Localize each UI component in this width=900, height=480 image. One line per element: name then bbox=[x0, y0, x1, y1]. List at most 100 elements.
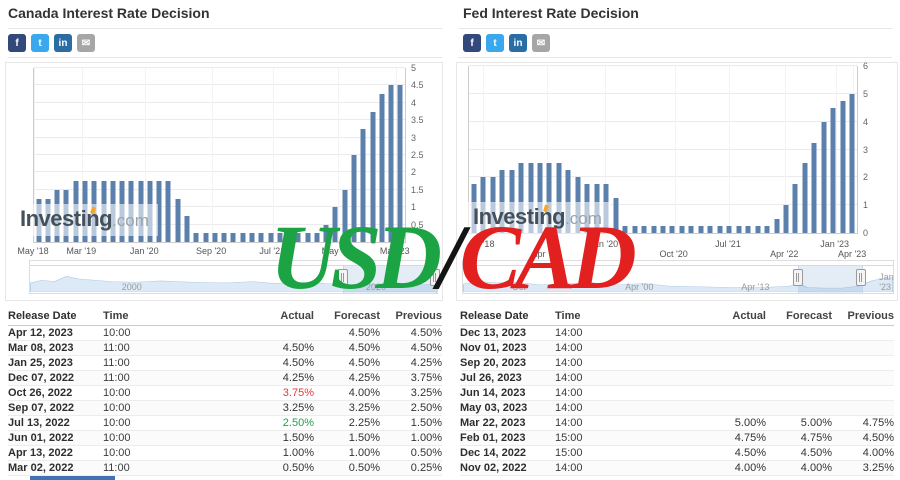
chart-navigator[interactable]: Oct Apr '00 Apr '13 Jan '23 bbox=[462, 260, 894, 294]
bar bbox=[230, 233, 236, 242]
table-cell: 4.50% bbox=[348, 357, 380, 369]
table-cell: 1.00% bbox=[282, 447, 314, 459]
gridline-h bbox=[34, 67, 405, 68]
navigator-area-chart bbox=[463, 277, 893, 292]
email-share-icon[interactable]: ✉ bbox=[532, 34, 550, 52]
table-cell: 4.50% bbox=[410, 342, 442, 354]
table-row: Dec 13, 2023 14:00 bbox=[460, 326, 894, 341]
y-axis-label: 5 bbox=[863, 88, 869, 99]
social-share-bar: f t in ✉ bbox=[8, 34, 95, 52]
table-cell: 3.25% bbox=[410, 387, 442, 399]
bar bbox=[660, 226, 666, 233]
x-axis-label: Mar '19 bbox=[66, 246, 97, 256]
gridline-v bbox=[273, 68, 275, 242]
bar bbox=[332, 207, 338, 242]
table-cell: 0.25% bbox=[410, 462, 442, 474]
usdcad-quote-currency: CAD bbox=[459, 206, 637, 308]
gridline-v bbox=[145, 68, 147, 242]
table-cell: 3.25% bbox=[348, 402, 380, 414]
table-cell: 10:00 bbox=[103, 327, 131, 339]
divider bbox=[8, 28, 442, 29]
bar bbox=[258, 233, 264, 242]
column-header: Time bbox=[103, 310, 129, 322]
twitter-share-icon[interactable]: t bbox=[31, 34, 49, 52]
table-cell: Jun 14, 2023 bbox=[460, 387, 526, 399]
linkedin-share-icon[interactable]: in bbox=[509, 34, 527, 52]
table-cell: 10:00 bbox=[103, 432, 131, 444]
bar bbox=[305, 233, 311, 242]
y-axis: 0 1 2 3 4 5 6 bbox=[860, 61, 894, 238]
gridline-h bbox=[469, 92, 857, 94]
email-share-icon[interactable]: ✉ bbox=[77, 34, 95, 52]
bar bbox=[379, 94, 385, 242]
facebook-share-icon[interactable]: f bbox=[463, 34, 481, 52]
table-cell: 15:00 bbox=[555, 447, 583, 459]
column-header: Release Date bbox=[8, 310, 77, 322]
bar bbox=[641, 226, 647, 233]
table-cell: Dec 07, 2022 bbox=[8, 372, 75, 384]
investing-logo-suffix: .com bbox=[565, 209, 602, 228]
navigator-handle[interactable] bbox=[429, 269, 440, 286]
table-cell: 10:00 bbox=[103, 387, 131, 399]
usdcad-base-currency: USD bbox=[270, 206, 442, 308]
x-axis-label: Apr '23 bbox=[837, 249, 867, 259]
chart-navigator[interactable]: 2000 2020 bbox=[29, 260, 440, 294]
table-cell: 1.50% bbox=[348, 432, 380, 444]
gridline-h bbox=[34, 119, 405, 121]
navigator-selected-range bbox=[798, 266, 863, 293]
gridline-v bbox=[728, 66, 730, 233]
table-cell: 14:00 bbox=[555, 357, 583, 369]
table-cell: 11:00 bbox=[103, 342, 130, 354]
divider bbox=[8, 57, 442, 58]
table-cell: 14:00 bbox=[555, 417, 583, 429]
table-cell: 4.75% bbox=[800, 432, 832, 444]
table-cell: 4.50% bbox=[734, 447, 766, 459]
table-cell: Oct 26, 2022 bbox=[8, 387, 73, 399]
table-row: Jan 25, 2023 11:00 4.50% 4.50% 4.25% bbox=[8, 356, 442, 371]
y-axis-label: 0.5 bbox=[411, 219, 424, 230]
navigator-area-chart bbox=[30, 276, 437, 292]
column-header: Forecast bbox=[334, 310, 380, 322]
navigator-handle[interactable] bbox=[793, 269, 804, 286]
bar bbox=[849, 93, 855, 233]
gridline-h bbox=[469, 176, 857, 178]
column-header: Time bbox=[555, 310, 581, 322]
facebook-share-icon[interactable]: f bbox=[8, 34, 26, 52]
table-cell: 4.00% bbox=[348, 387, 380, 399]
navigator-handle[interactable] bbox=[855, 269, 866, 286]
column-header: Previous bbox=[395, 310, 442, 322]
bar bbox=[499, 170, 505, 233]
investing-logo-text: Investing bbox=[473, 204, 566, 229]
table-cell: Sep 20, 2023 bbox=[460, 357, 527, 369]
y-axis-label: 2 bbox=[863, 172, 869, 183]
table-cell: 4.75% bbox=[862, 417, 894, 429]
bar bbox=[811, 142, 817, 233]
table-cell: 5.00% bbox=[800, 417, 832, 429]
bar bbox=[351, 155, 357, 242]
x-axis-label: Jan '23 bbox=[820, 239, 850, 249]
x-axis-label: Apr '19 bbox=[531, 249, 560, 259]
table-row: May 03, 2023 14:00 bbox=[460, 401, 894, 416]
y-axis-label: 1 bbox=[411, 202, 417, 213]
table-row: Dec 14, 2022 15:00 4.50% 4.50% 4.00% bbox=[460, 446, 894, 461]
twitter-share-icon[interactable]: t bbox=[486, 34, 504, 52]
table-cell: 4.25% bbox=[348, 372, 380, 384]
table-cell: 0.50% bbox=[282, 462, 314, 474]
table-row: Nov 01, 2023 14:00 bbox=[460, 341, 894, 356]
bar bbox=[802, 163, 808, 233]
linkedin-share-icon[interactable]: in bbox=[54, 34, 72, 52]
x-axis-label: Jan '20 bbox=[129, 246, 159, 256]
bar bbox=[221, 233, 227, 242]
gridline-h bbox=[469, 65, 857, 66]
navigator-handle[interactable] bbox=[338, 269, 349, 286]
table-cell: 4.25% bbox=[282, 372, 314, 384]
table-row: Nov 02, 2022 14:00 4.00% 4.00% 3.25% bbox=[460, 461, 894, 476]
table-cell: 4.50% bbox=[410, 327, 442, 339]
y-axis-label: 3 bbox=[863, 144, 869, 155]
x-axis-label: Jan '20 bbox=[589, 239, 619, 249]
table-cell: 2.50% bbox=[410, 402, 442, 414]
column-header: Actual bbox=[280, 310, 314, 322]
table-row: Mar 08, 2023 11:00 4.50% 4.50% 4.50% bbox=[8, 341, 442, 356]
table-cell: 10:00 bbox=[103, 447, 131, 459]
table-cell: 2.50% bbox=[282, 417, 314, 429]
